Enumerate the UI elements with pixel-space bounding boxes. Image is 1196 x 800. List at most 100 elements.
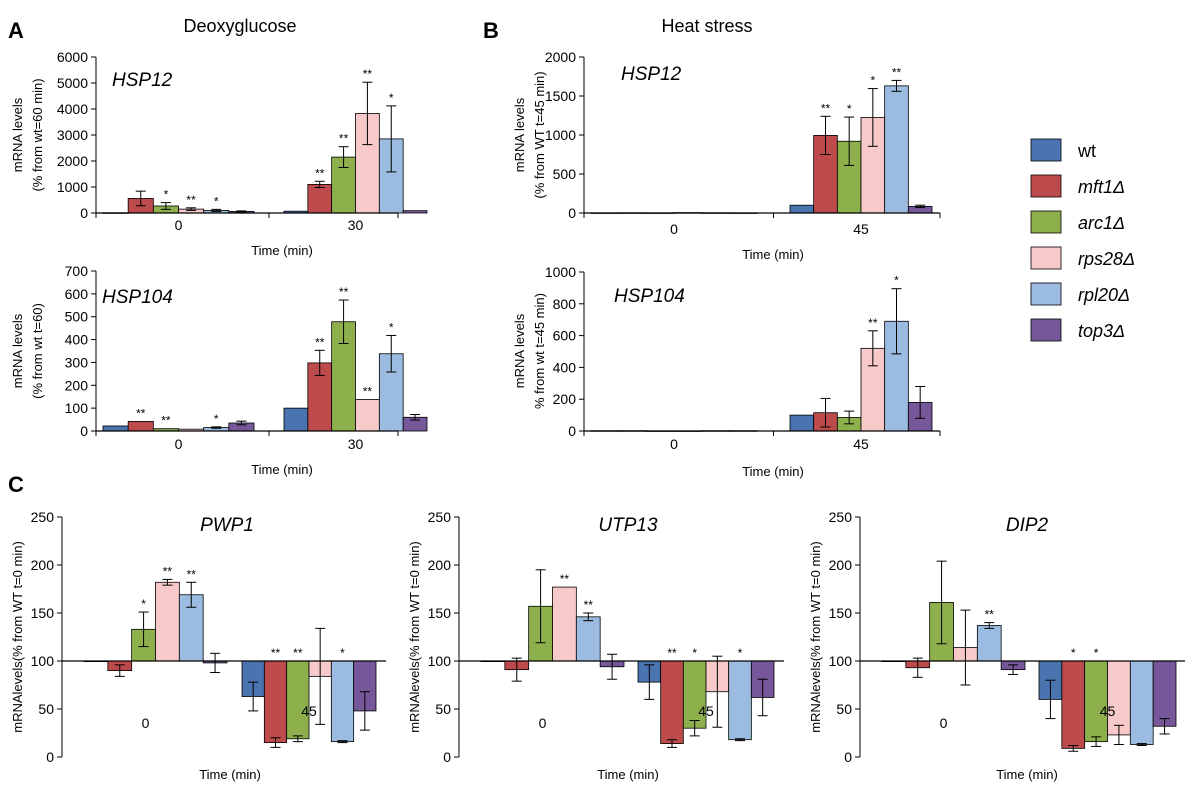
significance-label: ** — [584, 598, 594, 612]
y-tick-label: 1000 — [545, 127, 576, 143]
y-tick-label: 250 — [31, 509, 55, 525]
significance-label: ** — [339, 285, 349, 299]
heading-heat-stress: Heat stress — [661, 16, 752, 36]
y-tick-label: 500 — [65, 309, 89, 325]
significance-label: ** — [163, 564, 173, 578]
significance-label: ** — [136, 406, 146, 420]
bar — [1152, 660, 1177, 727]
legend-swatch — [1030, 318, 1062, 342]
legend: wt mft1Δ arc1Δ rps28Δ rpl20Δ top3Δ — [1030, 138, 1135, 342]
x-category-label: 45 — [301, 703, 317, 719]
bar — [728, 660, 752, 741]
y-tick-label: 200 — [31, 557, 55, 573]
significance-label: * — [340, 646, 345, 660]
y-axis-label: mRNA levels — [10, 313, 25, 388]
significance-label: ** — [363, 384, 373, 398]
y-tick-label: 400 — [65, 332, 89, 348]
bar — [789, 204, 815, 214]
significance-label: ** — [868, 316, 878, 330]
significance-label: * — [389, 91, 394, 105]
legend-item: wt — [1030, 138, 1096, 162]
heading-deoxyglucose: Deoxyglucose — [183, 16, 296, 36]
significance-label: ** — [271, 646, 281, 660]
y-tick-label: 150 — [428, 605, 452, 621]
legend-swatch — [1030, 138, 1062, 162]
significance-label: * — [214, 412, 219, 426]
x-category-label: 0 — [142, 715, 150, 731]
y-axis-label: (% from wt t=60) — [30, 303, 45, 399]
significance-label: * — [1094, 646, 1099, 660]
y-tick-label: 0 — [568, 423, 576, 439]
significance-label: ** — [315, 166, 325, 180]
significance-label: * — [1071, 646, 1076, 660]
x-category-label: 0 — [670, 436, 678, 452]
x-category-label: 45 — [853, 436, 869, 452]
bar — [286, 660, 310, 740]
significance-label: ** — [187, 567, 197, 581]
legend-label: arc1Δ — [1078, 213, 1125, 233]
y-tick-label: 250 — [428, 509, 452, 525]
x-category-label: 45 — [1100, 703, 1116, 719]
legend-label: rps28Δ — [1078, 249, 1135, 269]
chart-title: HSP12 — [112, 70, 173, 91]
y-tick-label: 800 — [553, 296, 577, 312]
significance-label: ** — [560, 572, 570, 586]
significance-label: ** — [186, 193, 196, 207]
bar — [263, 660, 288, 743]
y-tick-label: 6000 — [57, 49, 88, 65]
x-axis-label: Time (min) — [742, 247, 804, 262]
chart-title: PWP1 — [200, 515, 254, 536]
bar — [330, 660, 355, 743]
legend-label: wt — [1077, 141, 1096, 161]
significance-label: * — [214, 194, 219, 208]
y-tick-label: 0 — [844, 749, 852, 765]
bar — [884, 85, 909, 214]
x-category-label: 0 — [670, 221, 678, 237]
y-tick-label: 100 — [829, 653, 853, 669]
bar — [1084, 660, 1108, 743]
y-tick-label: 400 — [553, 359, 577, 375]
significance-label: * — [389, 320, 394, 334]
legend-swatch — [1030, 282, 1062, 306]
y-tick-label: 50 — [836, 701, 852, 717]
legend-label: top3Δ — [1078, 321, 1125, 341]
y-tick-label: 700 — [65, 263, 89, 279]
x-category-label: 0 — [175, 217, 183, 233]
legend-swatch — [1030, 210, 1062, 234]
bar — [127, 420, 154, 432]
y-tick-label: 200 — [65, 377, 89, 393]
panel-label-a: A — [8, 18, 24, 43]
significance-label: ** — [293, 646, 303, 660]
y-tick-label: 600 — [65, 286, 89, 302]
y-axis-label: mRNAlevels(% from WT t=0 min) — [407, 541, 422, 733]
significance-label: * — [847, 102, 852, 116]
y-axis-label: mRNAlevels(% from WT t=0 min) — [10, 541, 25, 733]
y-tick-label: 300 — [65, 354, 89, 370]
significance-label: * — [141, 597, 146, 611]
y-tick-label: 50 — [435, 701, 451, 717]
x-category-label: 30 — [348, 436, 364, 452]
y-axis-label: mRNA levels — [512, 97, 527, 172]
bar — [660, 660, 684, 744]
x-category-label: 0 — [175, 436, 183, 452]
chart-title: DIP2 — [1006, 515, 1049, 536]
x-axis-label: Time (min) — [996, 767, 1058, 782]
bar — [1129, 660, 1154, 745]
x-axis-label: Time (min) — [199, 767, 261, 782]
legend-item: rpl20Δ — [1030, 282, 1130, 306]
significance-label: ** — [339, 132, 349, 146]
significance-label: ** — [363, 67, 373, 81]
legend-swatch — [1030, 174, 1062, 198]
significance-label: ** — [315, 335, 325, 349]
chart-title: HSP104 — [614, 286, 685, 307]
bar — [575, 616, 601, 662]
